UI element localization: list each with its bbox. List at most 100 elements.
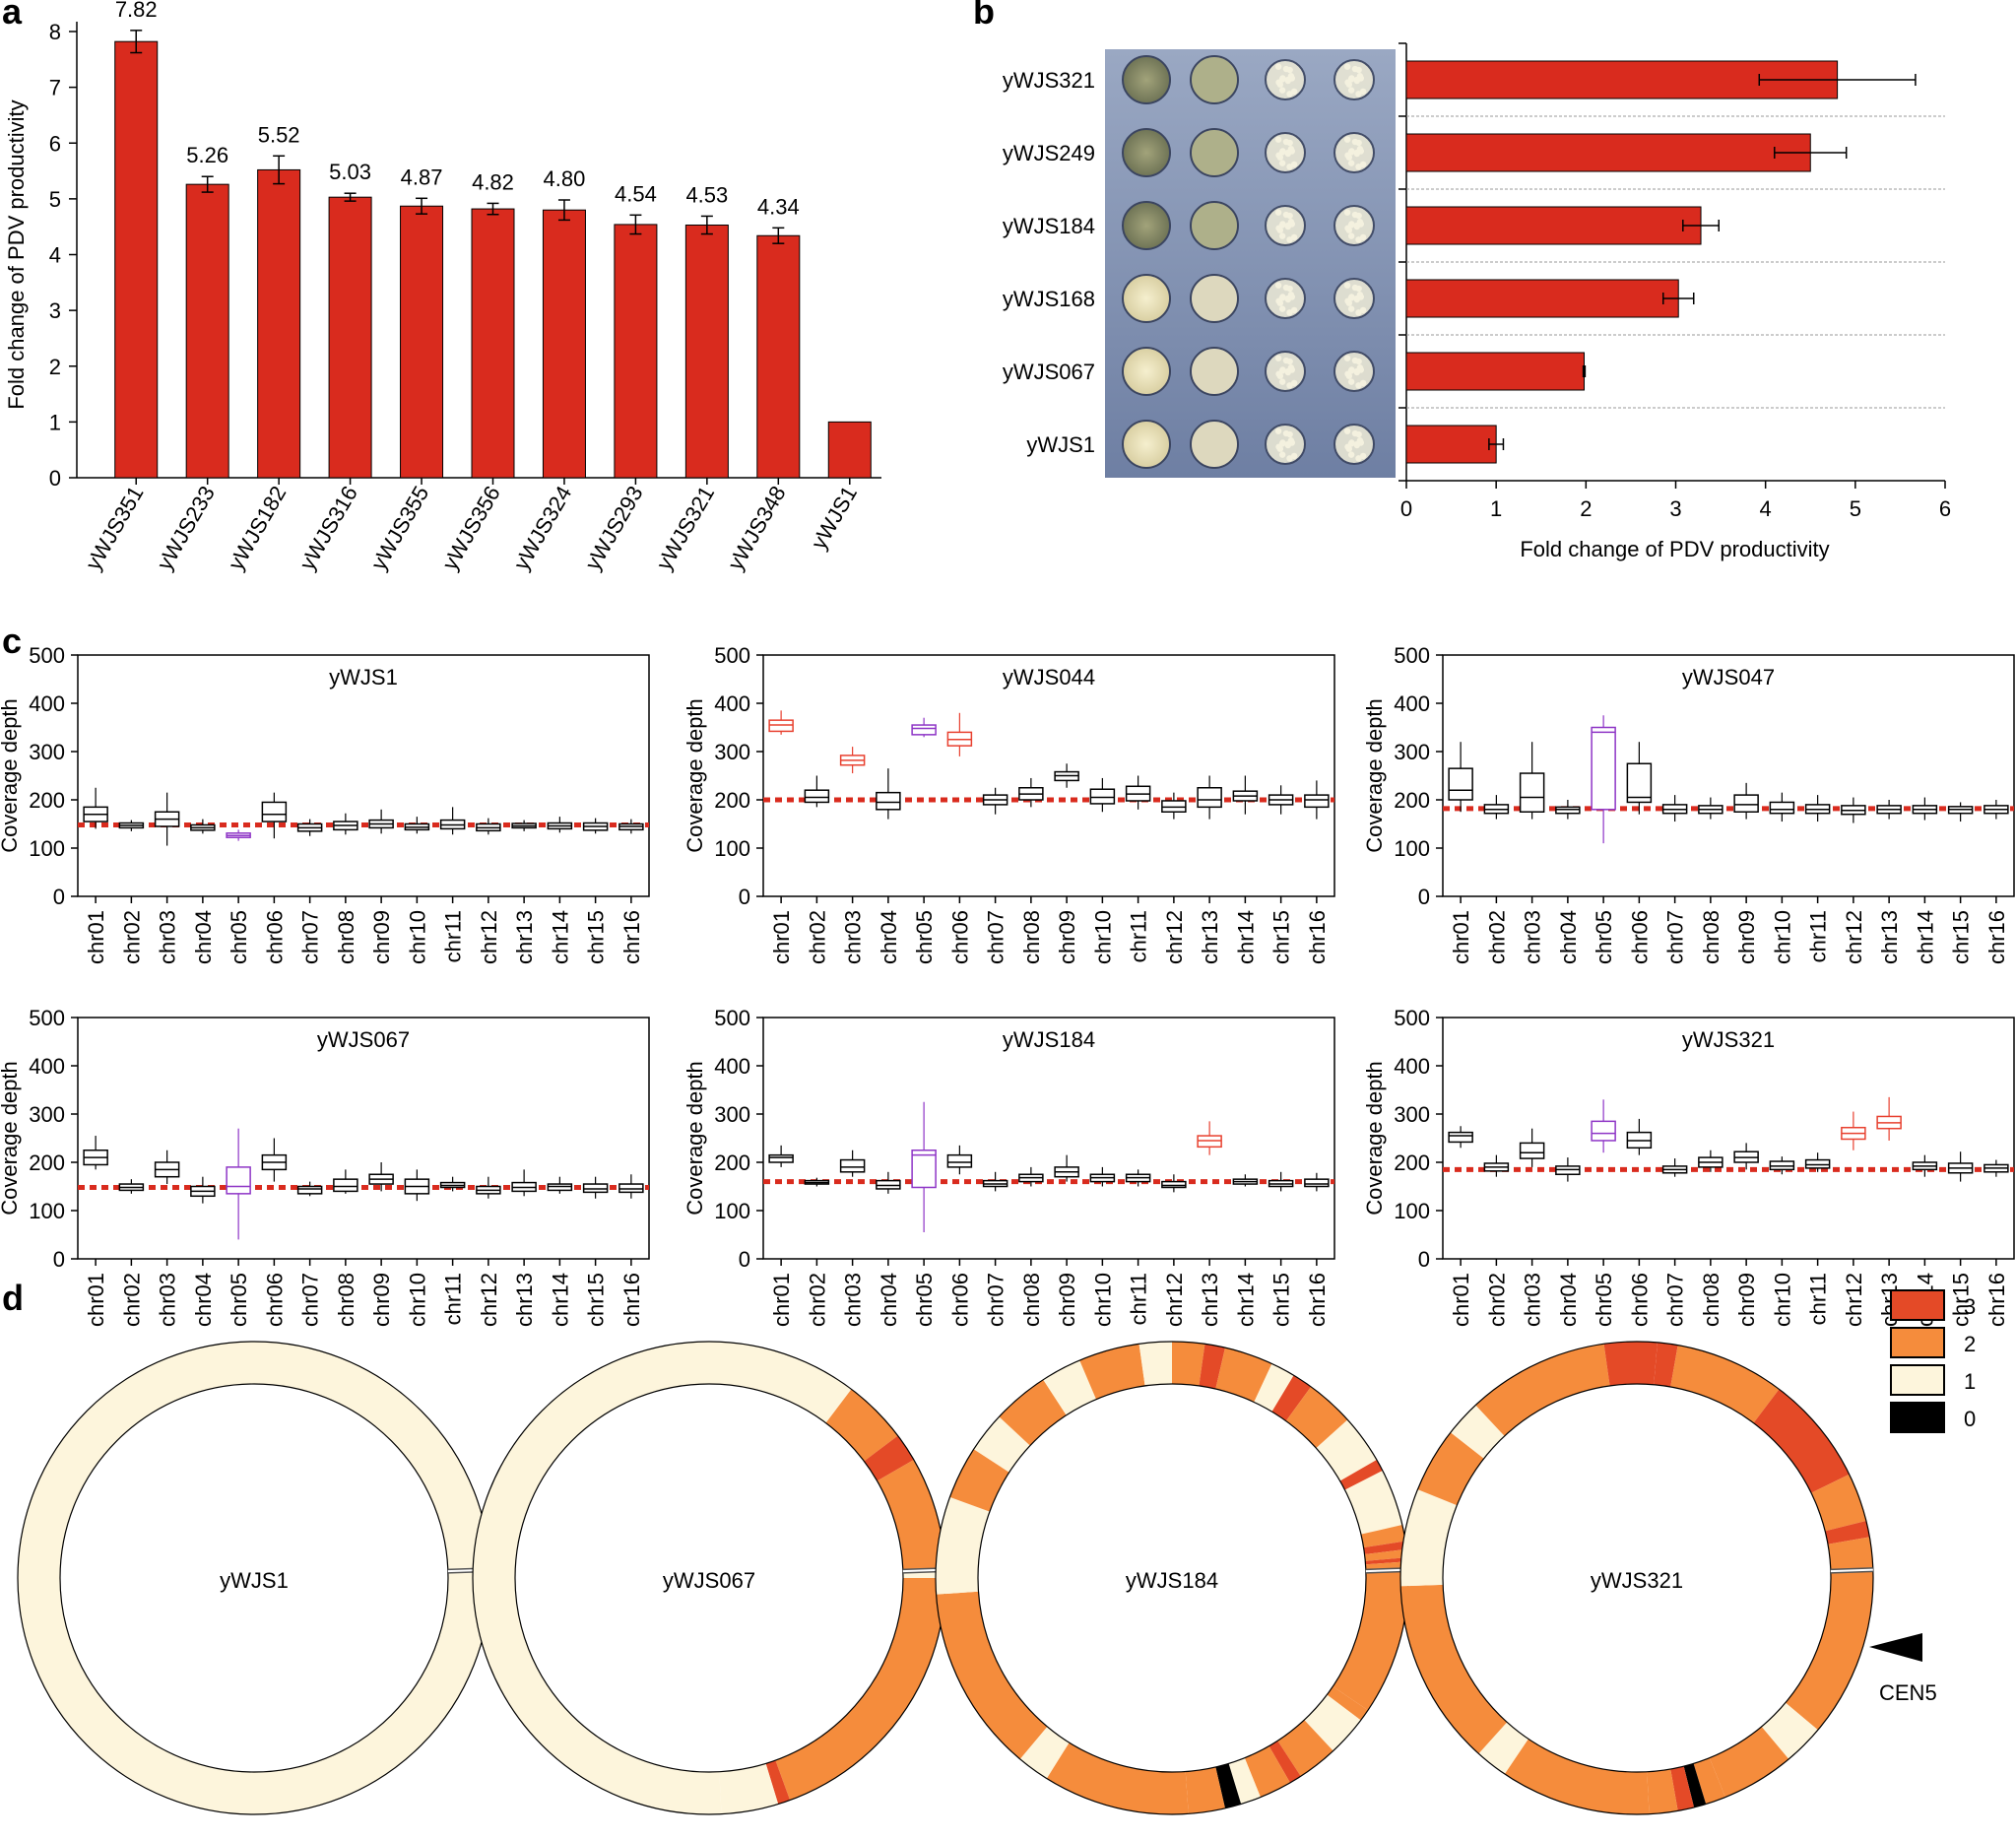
x-tick-label: chr04 (877, 910, 901, 964)
legend-label: 0 (1964, 1407, 1976, 1431)
colony (1275, 370, 1282, 377)
box (226, 1166, 251, 1195)
ring-segment (1172, 1342, 1205, 1386)
x-tick-label: chr16 (1305, 1273, 1330, 1327)
x-tick-label: chr03 (156, 1273, 180, 1327)
colony (1343, 427, 1351, 434)
colony (1355, 236, 1362, 243)
colony (1274, 355, 1282, 361)
colony (1355, 66, 1362, 74)
x-tick-label: chr15 (1269, 910, 1294, 964)
plot-frame (77, 1017, 650, 1260)
y-axis-title: Coverage depth (683, 1061, 707, 1216)
x-tick-label: chr06 (947, 910, 972, 964)
x-tick-label: chr13 (512, 1273, 537, 1327)
colony (1274, 282, 1282, 289)
box (768, 1153, 794, 1163)
boxplot-panel: yWJS1 0 100 200 300 400 500 Coverage depth chr01… (0, 643, 650, 964)
ring-name: yWJS067 (663, 1568, 755, 1593)
circos-ring: yWJS067 (472, 1341, 946, 1815)
x-tick-label: chr06 (262, 1273, 287, 1327)
ring-segment (1364, 1548, 1408, 1561)
ring-inner-edge (514, 1383, 904, 1773)
colony (1357, 366, 1365, 373)
boxplot-panel: yWJS047 0 100 200 300 400 500 Coverage depth chr… (1362, 643, 2015, 964)
ring-segment (1327, 1686, 1368, 1721)
ring-segment (1268, 1741, 1301, 1783)
y-tick-label: 100 (714, 836, 750, 861)
legend-swatch (1890, 1402, 1945, 1433)
box (1769, 801, 1795, 815)
box (1591, 726, 1616, 811)
box (1626, 762, 1653, 804)
colony (1275, 443, 1282, 450)
x-tick-label: chr14 (548, 1273, 572, 1327)
x-tick-label: chr16 (1984, 910, 2009, 964)
legend-swatch (1890, 1327, 1945, 1358)
data-label: 4.34 (757, 194, 800, 219)
colony (1344, 225, 1351, 231)
y-tick-label: 100 (1394, 1199, 1430, 1223)
x-tick-label: chr09 (369, 910, 394, 964)
colony (1357, 221, 1365, 228)
panel-label-c: c (2, 621, 22, 661)
bar (756, 234, 801, 479)
ring-segment (1637, 1342, 1658, 1385)
y-tick-label: 6 (49, 131, 61, 156)
bar (257, 168, 301, 479)
ring-name: yWJS1 (220, 1568, 289, 1593)
colony (1343, 136, 1351, 143)
colony (1348, 221, 1355, 228)
box (911, 1150, 937, 1189)
ring-segment (765, 1760, 791, 1805)
bar (684, 224, 729, 479)
x-tick-label: chr13 (1198, 1273, 1222, 1327)
x-tick-label: chr10 (405, 910, 429, 964)
ring-segment (1654, 1342, 1678, 1387)
x-tick-label: chr02 (119, 1273, 144, 1327)
colony (1348, 294, 1355, 300)
plot-frame (1442, 654, 2015, 897)
x-tick-label: chr15 (584, 910, 609, 964)
colony (1288, 439, 1296, 446)
x-tick-label: chr04 (1556, 910, 1581, 964)
colony (1278, 160, 1286, 166)
ring-segment (1683, 1763, 1707, 1807)
ring-segment (1254, 1363, 1294, 1413)
box (1448, 1131, 1473, 1144)
bar (400, 205, 444, 479)
colony (1344, 443, 1351, 450)
y-tick-label: 0 (1418, 885, 1430, 909)
y-tick-label: 400 (714, 691, 750, 716)
y-tick-label: 500 (714, 1006, 750, 1030)
panel-b-hbar-chart: 0 1 2 3 4 5 6 Fold change of PDV productivity yW… (1003, 42, 1951, 561)
x-tick-label: chr05 (1592, 1273, 1616, 1327)
x-tick-label: chr11 (1127, 1273, 1151, 1325)
ring-segment (877, 1460, 945, 1572)
colony (1286, 139, 1293, 147)
colony (1279, 294, 1286, 300)
ring-inner-edge (977, 1383, 1367, 1773)
panel-label-d: d (2, 1278, 24, 1318)
x-tick-label: chr09 (1734, 910, 1759, 964)
ring-segment (1647, 1769, 1678, 1814)
ring-segment (999, 1379, 1067, 1446)
y-tick-label: 2 (49, 355, 61, 379)
ring-segment (864, 1435, 914, 1481)
y-axis-title: Coverage depth (683, 698, 707, 853)
bar (1405, 279, 1679, 318)
colony (1286, 66, 1293, 74)
x-tick-label: chr01 (1449, 910, 1473, 964)
colony (1347, 232, 1355, 239)
y-tick-label: 500 (714, 643, 750, 668)
x-tick-label: chr14 (1913, 910, 1937, 964)
colony (1355, 139, 1362, 147)
colony (1278, 232, 1286, 239)
colony (1355, 309, 1362, 316)
ring-segment (1709, 1726, 1789, 1798)
y-tick-label: 300 (1394, 740, 1430, 764)
colony (1355, 212, 1362, 220)
colony (1355, 285, 1362, 293)
